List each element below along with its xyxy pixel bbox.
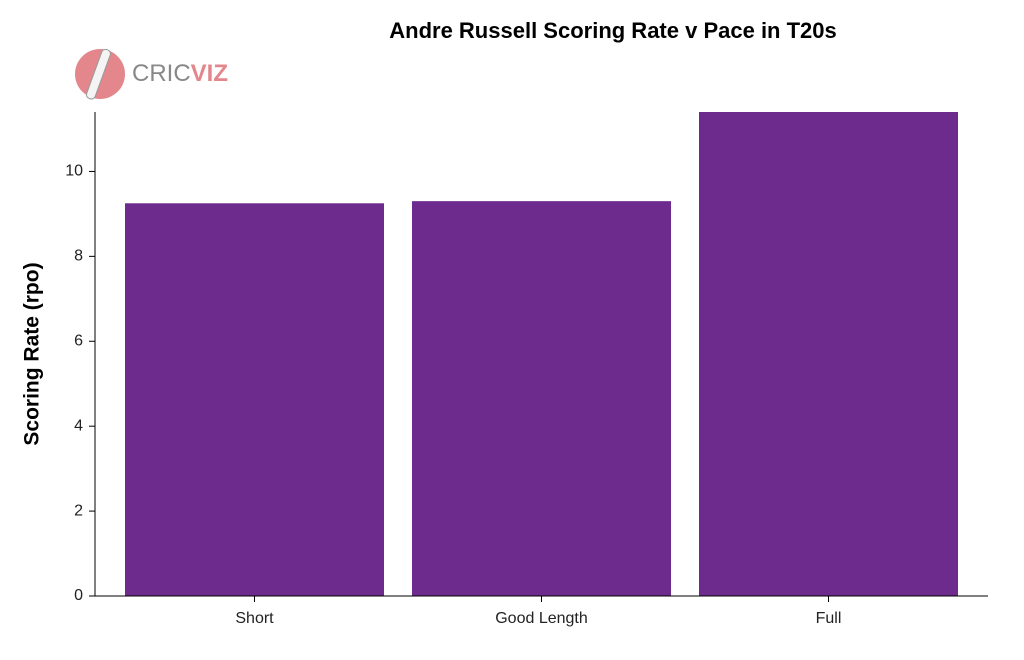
bar	[412, 201, 671, 596]
y-tick-label: 6	[74, 332, 83, 349]
chart-title: Andre Russell Scoring Rate v Pace in T20…	[389, 18, 837, 43]
x-tick-label: Good Length	[495, 610, 588, 627]
logo-text: CRICVIZ	[132, 60, 228, 87]
y-tick-label: 10	[65, 163, 83, 180]
y-tick-label: 2	[74, 502, 83, 519]
x-tick-label: Full	[816, 610, 842, 627]
logo-part: VIZ	[191, 60, 228, 87]
logo-bat	[85, 48, 111, 100]
logo: CRICVIZ	[75, 48, 228, 100]
y-tick-label: 0	[74, 587, 83, 604]
y-axis-label: Scoring Rate (rpo)	[21, 262, 44, 445]
bar	[125, 203, 384, 596]
y-tick-label: 4	[74, 417, 83, 434]
logo-part: CRIC	[132, 60, 191, 87]
x-tick-label: Short	[235, 610, 274, 627]
bar	[699, 112, 958, 596]
y-tick-label: 8	[74, 248, 83, 265]
